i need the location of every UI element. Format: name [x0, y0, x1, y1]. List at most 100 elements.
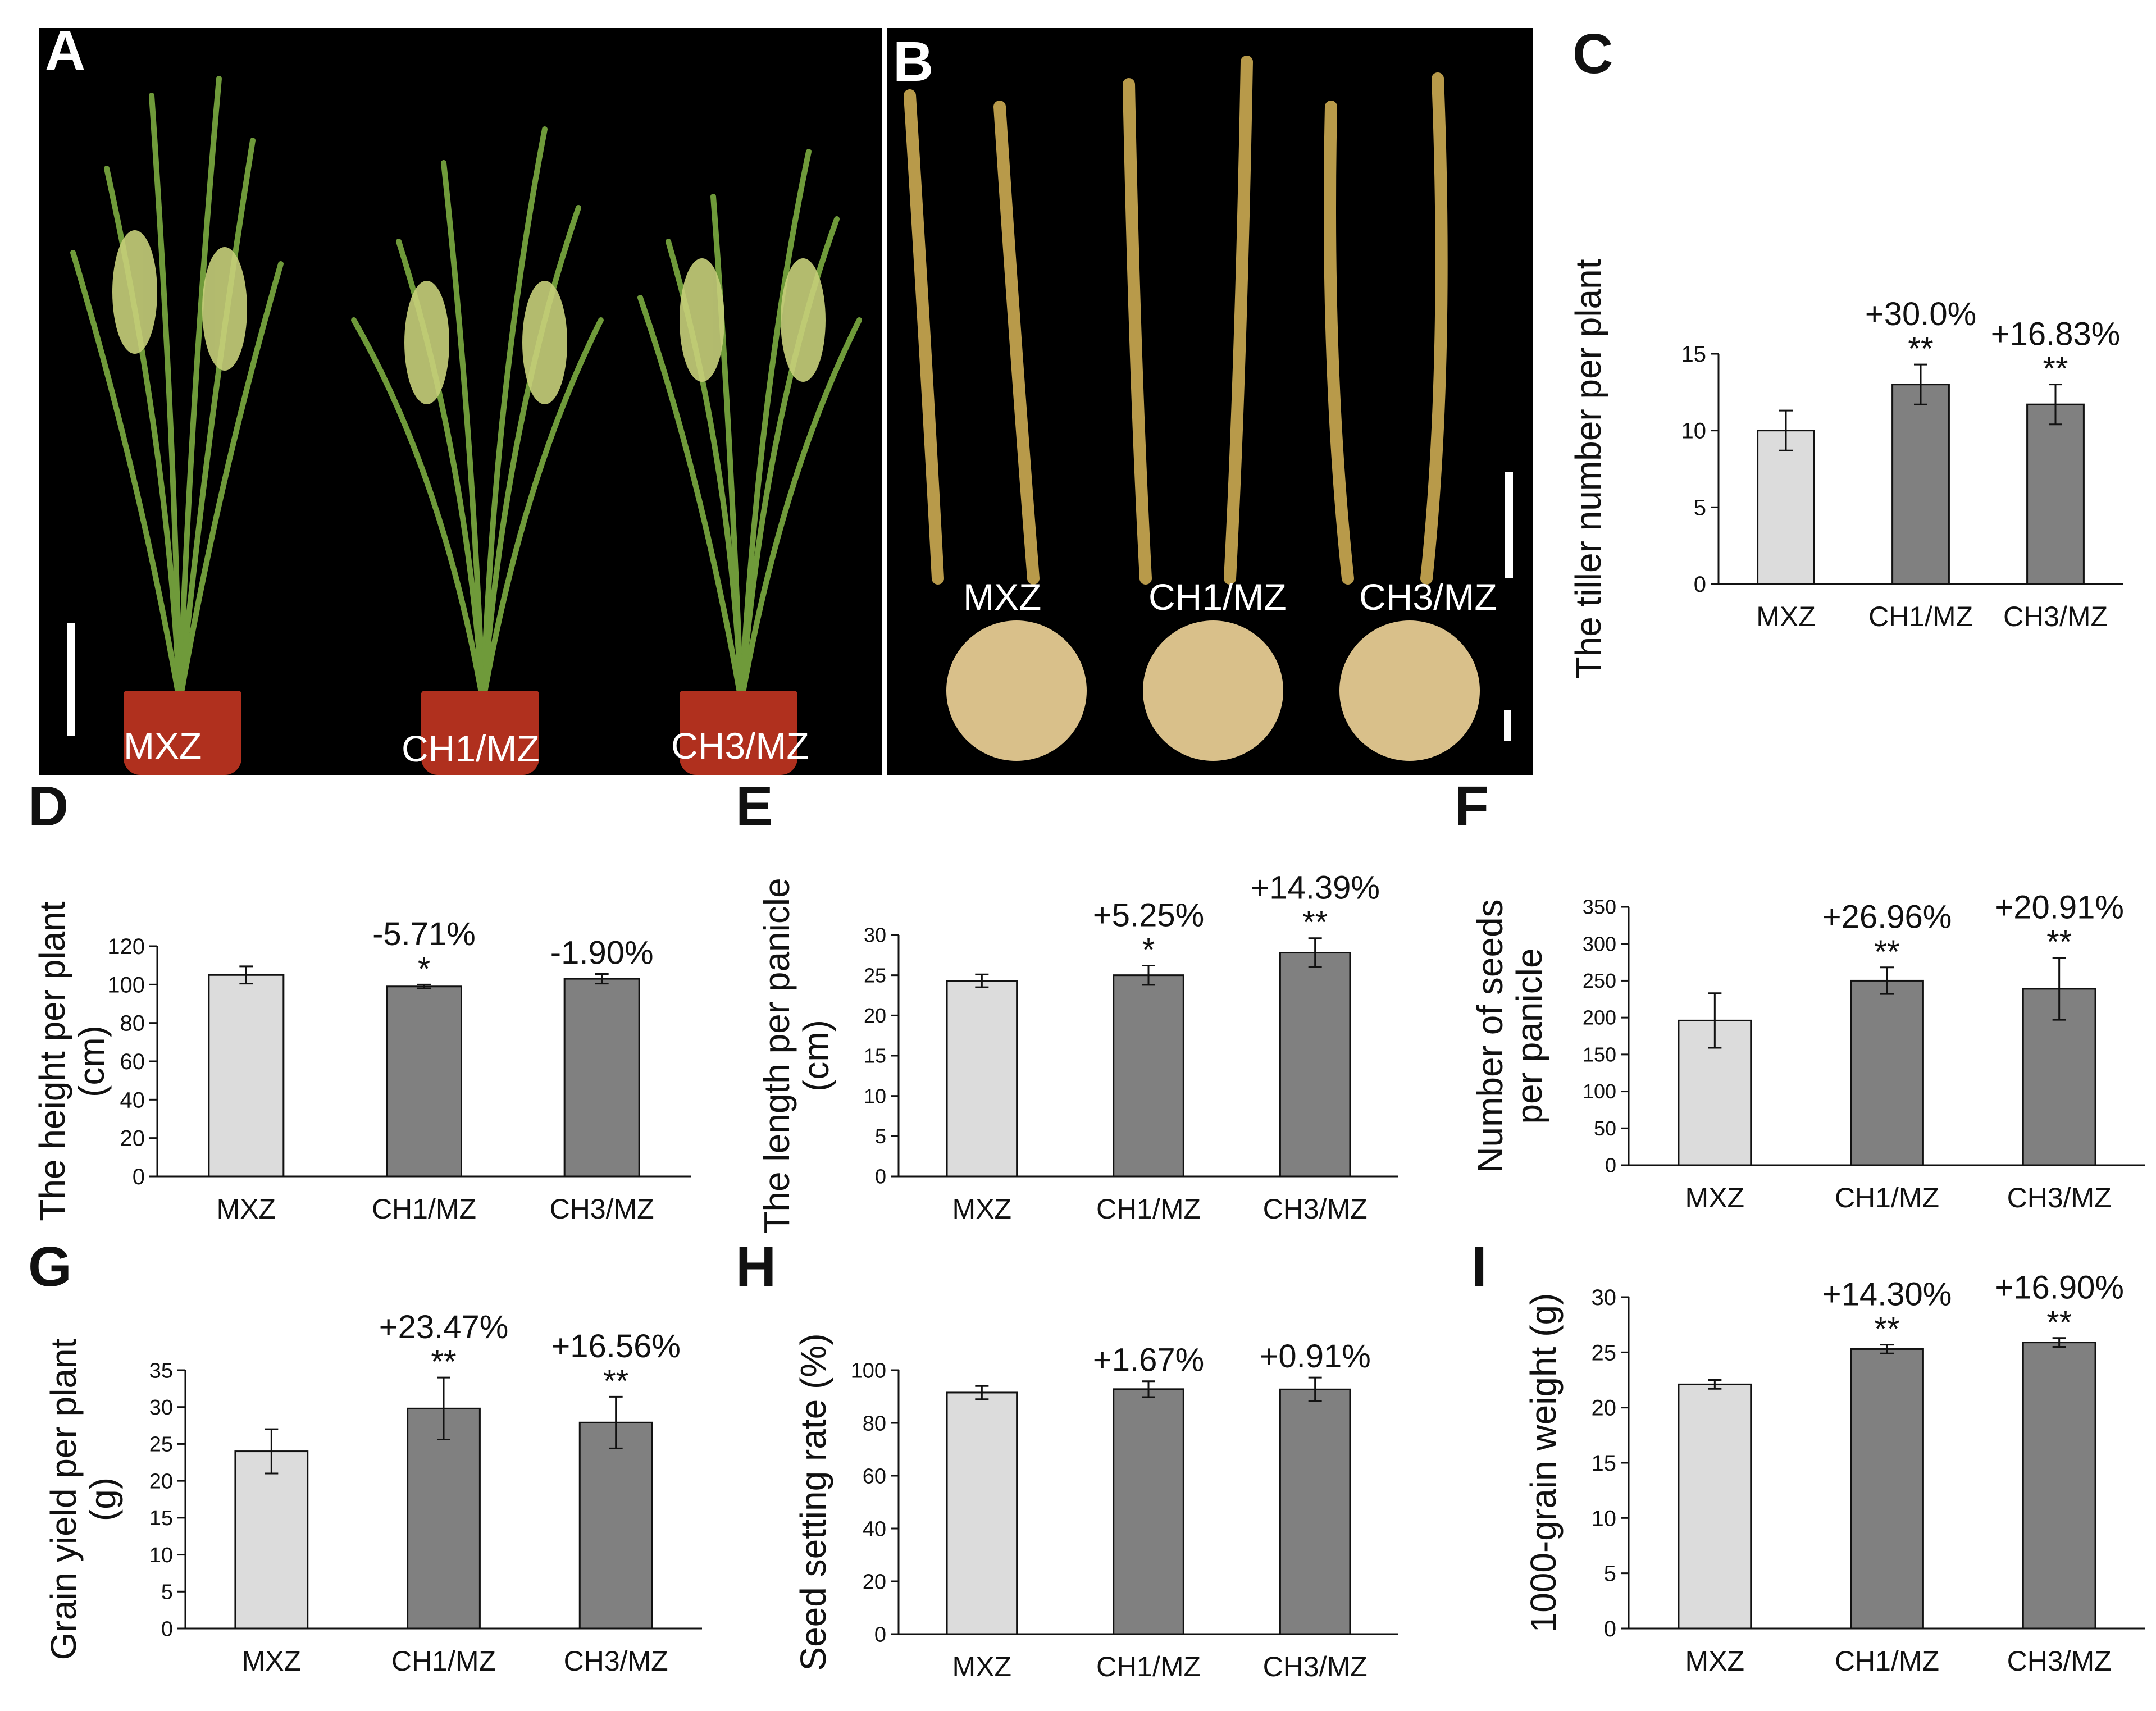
y-tick-label: 0	[1604, 1617, 1616, 1641]
x-tick-label: CH3/MZ	[2007, 1182, 2112, 1213]
y-tick-label: 20	[120, 1126, 145, 1151]
percent-change-label: +16.90%	[1994, 1270, 2124, 1306]
panel-letter: C	[1572, 22, 1613, 85]
y-axis-label: The tiller number per plant	[1568, 259, 1608, 678]
percent-change-label: +26.96%	[1822, 899, 1952, 936]
chart-seeds-per-panicle: F 0 50 100 150 200 250 300 350 Number of seedsper…	[1455, 775, 2145, 1213]
significance-mark: **	[1874, 934, 1899, 970]
y-tick-label: 0	[875, 1165, 886, 1188]
significance-mark: **	[2043, 351, 2068, 387]
significance-mark: **	[1908, 331, 1933, 367]
bar	[1850, 1348, 1924, 1630]
bar	[2026, 403, 2085, 585]
y-tick-label: 100	[1583, 1080, 1616, 1103]
percent-change-label: -5.71%	[372, 916, 476, 952]
y-tick-label: 0	[1694, 572, 1706, 597]
percent-change-label: +16.56%	[551, 1328, 681, 1365]
photo-label: MXZ	[124, 725, 202, 766]
x-tick-label: MXZ	[952, 1651, 1012, 1682]
panicles-photo: MXZ CH1/MZ CH3/MZ	[887, 28, 1533, 775]
y-tick-label: 10	[149, 1544, 173, 1567]
panel-letter: D	[28, 775, 69, 838]
y-tick-label: 10	[1681, 419, 1707, 444]
scale-bar	[1505, 472, 1513, 578]
chart-tiller-number: C 0 5 10 15 The tiller number per plant MXZ CH1…	[1568, 22, 2123, 679]
bar	[407, 1407, 481, 1630]
x-tick-label: CH1/MZ	[391, 1645, 496, 1677]
significance-mark: **	[1302, 905, 1328, 941]
y-tick-label: 300	[1583, 932, 1616, 955]
panicles-illustration	[904, 56, 1480, 761]
y-axis-label: 1000-grain weight (g)	[1523, 1293, 1564, 1633]
y-tick-label: 30	[1592, 1285, 1617, 1310]
y-tick-label: 40	[120, 1088, 145, 1112]
percent-change-label: +16.83%	[1991, 316, 2121, 352]
plants-photo: MXZ CH1/MZ CH3/MZ	[39, 28, 882, 775]
y-tick-label: 10	[1592, 1506, 1617, 1531]
x-tick-label: CH3/MZ	[564, 1645, 668, 1677]
y-axis-label: (cm)	[796, 1020, 836, 1092]
bar	[1757, 430, 1815, 585]
y-tick-label: 10	[864, 1084, 886, 1107]
bar	[1279, 1388, 1351, 1635]
bar	[1113, 1388, 1184, 1635]
y-tick-label: 35	[149, 1359, 173, 1383]
photo-label: CH1/MZ	[402, 728, 540, 769]
x-tick-label: MXZ	[952, 1193, 1012, 1225]
bar	[1850, 979, 1924, 1166]
y-tick-label: 60	[120, 1050, 145, 1074]
panel-letter: F	[1455, 775, 1489, 838]
chart-seed-setting-rate: H 0 20 40 60 80 100 Seed setting rate (%) MXZ CH1…	[736, 1235, 1398, 1682]
significance-mark: **	[603, 1363, 628, 1399]
y-tick-label: 20	[149, 1470, 173, 1493]
bar	[1891, 384, 1950, 585]
y-tick-label: 200	[1583, 1006, 1616, 1029]
x-tick-label: MXZ	[1756, 601, 1816, 632]
y-tick-label: 15	[864, 1044, 886, 1067]
y-axis-label: Seed setting rate (%)	[793, 1333, 833, 1671]
significance-mark: *	[418, 951, 431, 987]
x-tick-label: CH3/MZ	[2007, 1645, 2112, 1677]
panel-letter: E	[736, 775, 773, 838]
chart-grain-yield: G 0 5 10 15 20 25 30 35 Grain yield per plant(g) M…	[28, 1235, 702, 1677]
x-tick-label: CH1/MZ	[1868, 601, 1973, 632]
y-tick-label: 15	[1592, 1451, 1617, 1476]
y-tick-label: 30	[149, 1396, 173, 1420]
y-tick-label: 60	[863, 1464, 886, 1488]
x-tick-label: CH3/MZ	[2003, 601, 2108, 632]
bar	[2022, 1342, 2096, 1630]
bar	[386, 985, 462, 1178]
panel-letter-b: B	[893, 30, 934, 93]
y-tick-label: 30	[864, 924, 886, 947]
chart-1000-grain-weight: I 0 5 10 15 20 25 30 1000-grain weight (g) MXZ CH1…	[1471, 1235, 2145, 1677]
x-tick-label: CH3/MZ	[1263, 1651, 1368, 1682]
panel-letter-a: A	[45, 19, 86, 82]
percent-change-label: +14.30%	[1822, 1276, 1952, 1312]
scale-bar	[1504, 710, 1511, 741]
percent-change-label: +14.39%	[1250, 870, 1380, 906]
bar	[946, 980, 1018, 1178]
y-tick-label: 80	[120, 1011, 145, 1036]
pot-mxz	[124, 691, 241, 775]
y-tick-label: 120	[107, 934, 145, 959]
percent-change-label: +20.91%	[1994, 889, 2124, 925]
y-tick-label: 5	[1604, 1562, 1616, 1586]
percent-change-label: -1.90%	[550, 935, 654, 971]
percent-change-label: +23.47%	[379, 1309, 509, 1345]
y-axis-label: (cm)	[71, 1025, 112, 1097]
bar	[946, 1391, 1018, 1635]
y-axis-label: Grain yield per plant	[43, 1338, 84, 1660]
y-tick-label: 20	[863, 1570, 886, 1594]
chart-panicle-length: E 0 5 10 15 20 25 30 The length per panicle(cm) M…	[736, 775, 1398, 1234]
photo-label: CH3/MZ	[1359, 576, 1497, 618]
y-tick-label: 250	[1583, 969, 1616, 992]
bar	[208, 974, 285, 1178]
x-tick-label: CH1/MZ	[1835, 1645, 1939, 1677]
y-tick-label: 40	[863, 1517, 886, 1541]
x-tick-label: CH1/MZ	[1096, 1651, 1201, 1682]
y-tick-label: 5	[161, 1581, 173, 1604]
percent-change-label: +1.67%	[1093, 1342, 1204, 1379]
y-tick-label: 25	[864, 964, 886, 987]
y-tick-label: 150	[1583, 1043, 1616, 1066]
x-tick-label: MXZ	[242, 1645, 302, 1677]
